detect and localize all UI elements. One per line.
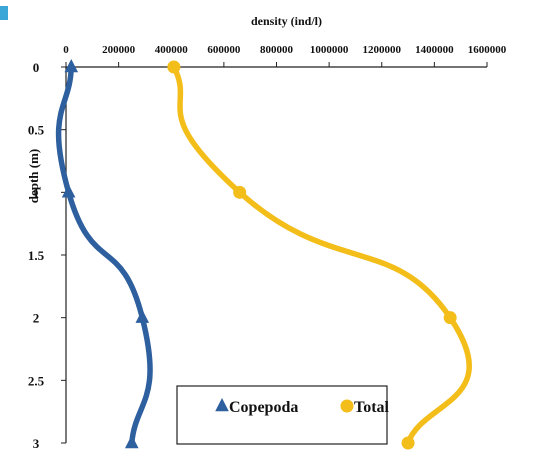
legend-marker-copepoda [215,398,229,412]
y-tick-label: 1.5 [28,248,45,263]
corner-tab-mark [0,6,8,20]
y-tick-label: 1 [33,185,40,200]
y-tick-label: 2 [33,311,40,326]
y-tick-label: 3 [33,436,40,450]
data-point-marker [64,59,79,73]
y-tick-label: 0 [33,60,40,75]
data-point-marker [61,184,76,198]
data-point-marker [443,311,457,325]
x-tick-label: 1000000 [310,44,349,56]
legend-label-copepoda: Copepoda [229,399,298,416]
x-tick-label: 200000 [102,44,136,56]
legend-box [176,385,388,445]
series-line [171,64,472,446]
x-tick-label: 800000 [260,44,294,56]
x-tick-label: 0 [63,44,69,56]
x-tick-label: 600000 [207,44,241,56]
x-axis-title: density (ind/l) [251,14,322,28]
series-copepoda [55,59,153,449]
y-tick-label: 0.5 [28,123,45,138]
series-layer [55,59,472,450]
y-axis-title: depth (m) [26,149,41,204]
x-tick-label: 400000 [155,44,189,56]
data-point-marker [167,60,181,74]
x-tick-label: 1400000 [415,44,454,56]
data-point-marker [124,435,139,449]
x-tick-label: 1200000 [363,44,402,56]
data-point-marker [233,185,247,199]
legend: Copepoda Total [176,385,390,445]
data-point-marker [135,309,150,323]
legend-marker-total [340,399,354,413]
series-total [167,60,472,450]
x-tick-label: 1600000 [468,44,507,56]
series-line [55,64,153,446]
axes-layer: 0 200000 400000 600000 800000 1000000 1200000 1… [26,14,507,451]
y-tick-label: 2.5 [28,373,45,388]
legend-label-total: Total [354,399,390,416]
data-point-marker [401,436,415,450]
